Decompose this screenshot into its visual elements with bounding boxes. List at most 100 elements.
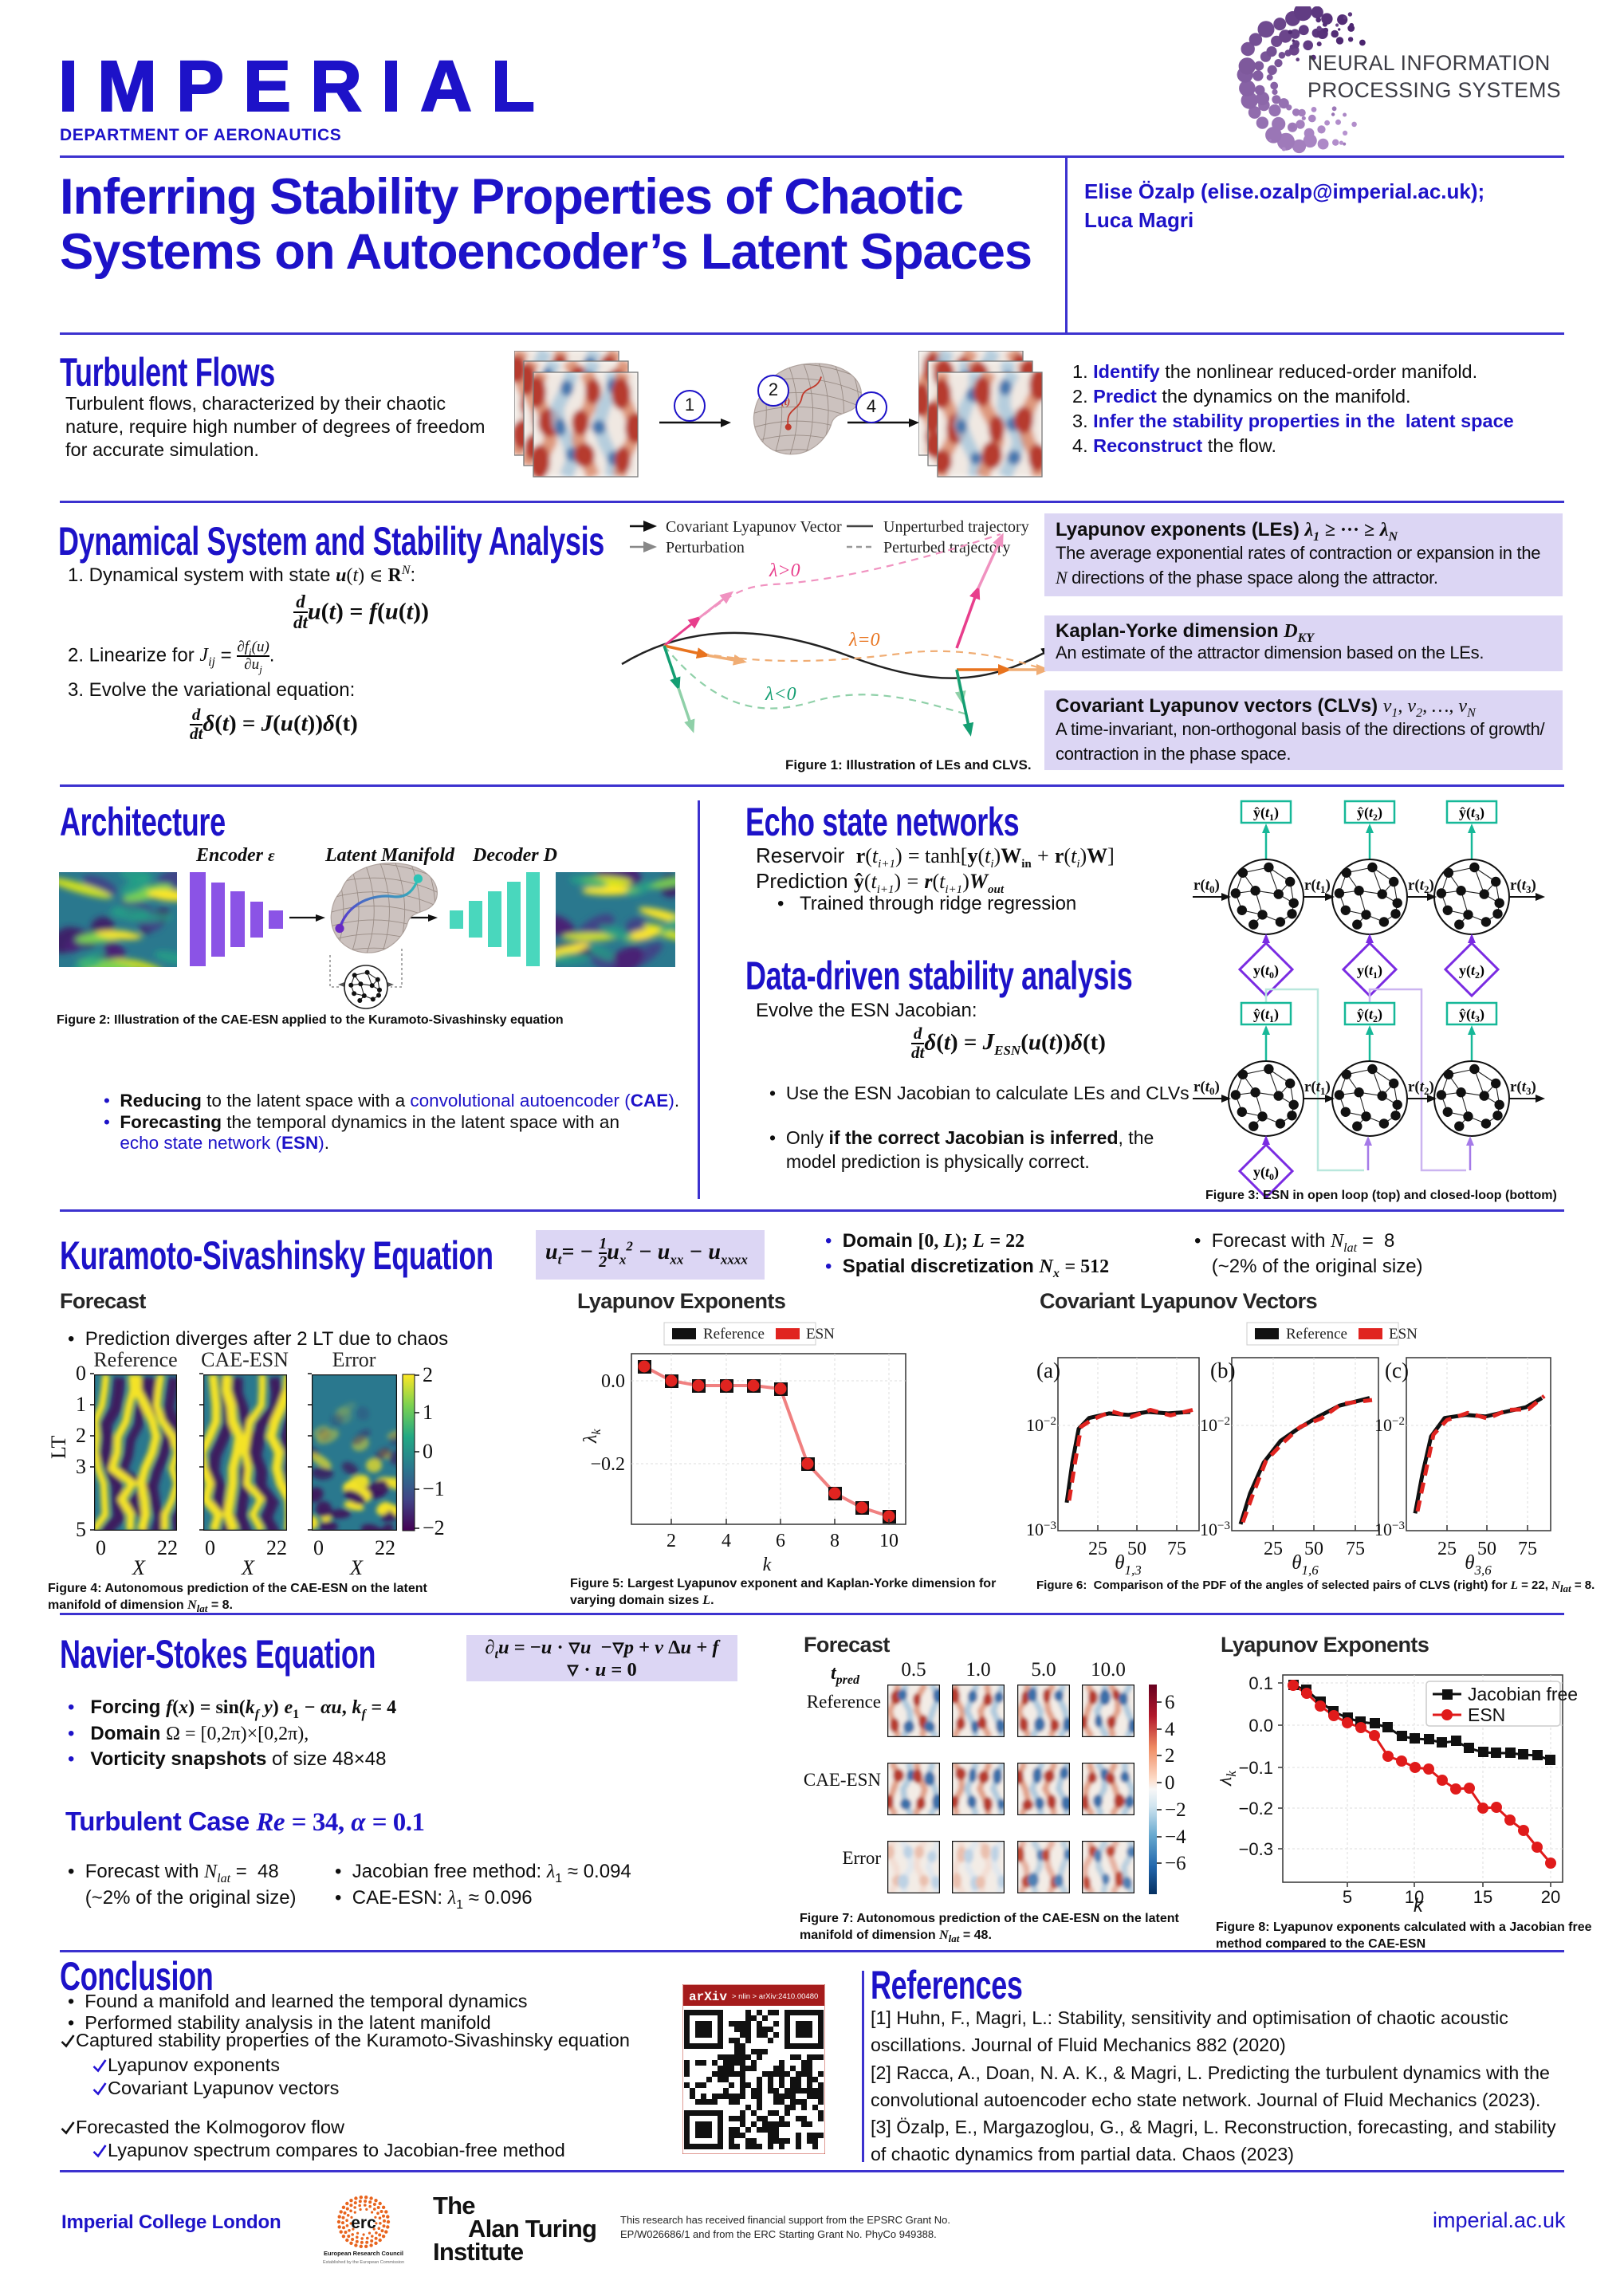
svg-text:25: 25	[1437, 1539, 1457, 1559]
svg-text:Reference: Reference	[93, 1348, 177, 1371]
svg-text:10−2: 10−2	[1200, 1415, 1230, 1435]
svg-text:λ>0: λ>0	[769, 560, 800, 581]
svg-text:10−3: 10−3	[1200, 1520, 1230, 1539]
svg-text:75: 75	[1518, 1539, 1537, 1559]
svg-text:1: 1	[76, 1393, 86, 1416]
svg-text:0.0: 0.0	[601, 1371, 625, 1392]
svg-text:ESN: ESN	[806, 1326, 835, 1343]
svg-text:−2: −2	[423, 1516, 445, 1539]
svg-text:Perturbed trajectory: Perturbed trajectory	[883, 539, 1010, 556]
svg-text:−4: −4	[1165, 1826, 1186, 1848]
svg-text:22: 22	[266, 1536, 287, 1559]
svg-text:ŷ(t2): ŷ(t2)	[1357, 1006, 1382, 1024]
svg-text:r(t3): r(t3)	[1510, 1079, 1536, 1097]
svg-text:3: 3	[76, 1455, 86, 1478]
svg-text:8: 8	[830, 1531, 840, 1551]
svg-text:r(t0): r(t0)	[1193, 1079, 1220, 1097]
svg-text:LT: LT	[48, 1436, 70, 1459]
svg-text:Jacobian free: Jacobian free	[1468, 1684, 1578, 1704]
svg-text:y(t0): y(t0)	[1253, 962, 1279, 981]
svg-text:y(t0): y(t0)	[1253, 1164, 1279, 1182]
svg-text:ŷ(t1): ŷ(t1)	[1253, 804, 1279, 823]
svg-text:5: 5	[76, 1518, 86, 1541]
svg-text:6: 6	[1165, 1692, 1175, 1713]
svg-text:0: 0	[205, 1536, 215, 1559]
svg-text:ŷ(t2): ŷ(t2)	[1357, 804, 1382, 823]
svg-text:50: 50	[1127, 1539, 1146, 1559]
svg-text:y(t1): y(t1)	[1357, 962, 1382, 981]
svg-text:25: 25	[1088, 1539, 1107, 1559]
svg-text:Covariant Lyapunov Vector: Covariant Lyapunov Vector	[666, 518, 842, 536]
svg-text:0.5: 0.5	[901, 1659, 926, 1681]
svg-text:10−3: 10−3	[1374, 1520, 1405, 1539]
svg-text:6: 6	[776, 1531, 785, 1551]
svg-text:(c): (c)	[1385, 1358, 1409, 1382]
svg-text:0.1: 0.1	[1248, 1673, 1273, 1693]
svg-text:−0.3: −0.3	[1239, 1839, 1273, 1859]
svg-text:r(t2): r(t2)	[1408, 1079, 1434, 1097]
svg-text:Established by the European Co: Established by the European Commission	[323, 2260, 404, 2265]
svg-text:(b): (b)	[1210, 1358, 1235, 1382]
svg-text:k: k	[1414, 1895, 1425, 1917]
svg-text:r(t1): r(t1)	[1304, 877, 1331, 895]
svg-text:r(t3): r(t3)	[1510, 877, 1536, 895]
svg-text:λk: λk	[1220, 1771, 1239, 1787]
svg-text:10−2: 10−2	[1026, 1415, 1056, 1435]
svg-text:1.0: 1.0	[965, 1659, 990, 1681]
svg-text:λ=0: λ=0	[848, 630, 880, 651]
svg-text:−0.1: −0.1	[1239, 1758, 1273, 1778]
svg-text:λk: λk	[580, 1429, 604, 1444]
svg-text:X: X	[349, 1556, 364, 1578]
svg-text:European Research Council: European Research Council	[324, 2250, 403, 2257]
svg-text:22: 22	[157, 1536, 178, 1559]
svg-text:0: 0	[1165, 1772, 1175, 1794]
svg-text:Error: Error	[332, 1348, 376, 1371]
svg-text:Reference: Reference	[1286, 1326, 1347, 1343]
svg-text:Error: Error	[842, 1848, 881, 1868]
svg-text:r(t2): r(t2)	[1408, 877, 1434, 895]
svg-text:0: 0	[76, 1362, 86, 1385]
svg-text:2: 2	[1165, 1745, 1175, 1767]
svg-text:25: 25	[1264, 1539, 1283, 1559]
svg-text:ESN: ESN	[1468, 1704, 1505, 1725]
svg-text:X: X	[132, 1556, 146, 1578]
svg-text:20: 20	[1541, 1887, 1560, 1907]
svg-text:4: 4	[722, 1531, 731, 1551]
svg-text:Reference: Reference	[807, 1692, 881, 1712]
svg-text:0: 0	[423, 1440, 433, 1463]
svg-text:−1: −1	[423, 1477, 445, 1500]
svg-text:50: 50	[1477, 1539, 1496, 1559]
svg-text:y(t2): y(t2)	[1459, 962, 1484, 981]
svg-text:Reference: Reference	[703, 1326, 765, 1343]
svg-text:10−3: 10−3	[1026, 1520, 1056, 1539]
svg-text:−0.2: −0.2	[1239, 1799, 1273, 1818]
svg-text:0: 0	[96, 1536, 106, 1559]
svg-text:1: 1	[423, 1401, 433, 1424]
svg-text:ESN: ESN	[1389, 1326, 1418, 1343]
svg-text:Perturbation: Perturbation	[666, 539, 745, 556]
svg-text:10−2: 10−2	[1374, 1415, 1405, 1435]
svg-text:−2: −2	[1165, 1799, 1186, 1821]
svg-text:0: 0	[313, 1536, 324, 1559]
svg-text:> nlin > arXiv:2410.00480: > nlin > arXiv:2410.00480	[732, 1992, 818, 2001]
svg-text:r(t1): r(t1)	[1304, 1079, 1331, 1097]
svg-text:ŷ(t3): ŷ(t3)	[1459, 1006, 1484, 1024]
svg-text:CAE-ESN: CAE-ESN	[201, 1348, 289, 1371]
svg-text:15: 15	[1473, 1887, 1492, 1907]
svg-text:λ<0: λ<0	[765, 684, 796, 705]
svg-text:10.0: 10.0	[1091, 1659, 1126, 1681]
svg-text:2: 2	[76, 1424, 86, 1447]
svg-text:10: 10	[1405, 1887, 1424, 1907]
svg-text:2: 2	[423, 1363, 433, 1386]
svg-text:erc: erc	[351, 2214, 376, 2232]
svg-text:CAE-ESN: CAE-ESN	[804, 1770, 882, 1790]
svg-text:50: 50	[1304, 1539, 1323, 1559]
svg-text:Unperturbed trajectory: Unperturbed trajectory	[883, 518, 1029, 536]
svg-text:ŷ(t1): ŷ(t1)	[1253, 1006, 1279, 1024]
svg-text:−0.2: −0.2	[590, 1454, 625, 1475]
svg-text:2: 2	[667, 1531, 676, 1551]
svg-text:r(t0): r(t0)	[1193, 877, 1220, 895]
svg-text:−6: −6	[1165, 1853, 1186, 1874]
svg-text:75: 75	[1346, 1539, 1365, 1559]
svg-text:0.0: 0.0	[1248, 1716, 1273, 1736]
